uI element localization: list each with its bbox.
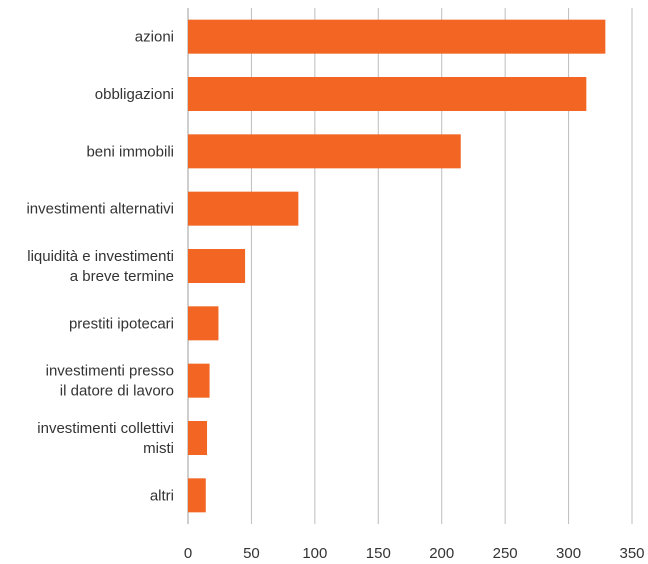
category-label-line: obbligazioni (95, 86, 174, 103)
category-label: liquidità e investimenti a breve termine (27, 248, 174, 285)
category-label: prestiti ipotecari (69, 315, 174, 332)
category-label: azioni (135, 29, 174, 46)
category-label-line: altri (150, 487, 174, 504)
bar (188, 421, 208, 455)
category-label: investimenti presso il datore di lavoro (46, 363, 174, 400)
bar (188, 478, 206, 513)
x-tick-label: 100 (302, 545, 327, 562)
category-label: altri (150, 487, 174, 504)
x-axis-ticks: 0 50 100 150 200 250 300 350 (184, 545, 645, 562)
x-tick-label: 0 (184, 545, 192, 562)
x-tick-label: 200 (429, 545, 454, 562)
category-label-line: prestiti ipotecari (69, 315, 174, 332)
category-labels: azioni obbligazioni beni immobili investime… (26, 29, 174, 505)
bar (188, 77, 587, 111)
category-label-line: investimenti alternativi (26, 201, 174, 218)
bar (188, 249, 246, 283)
bar (188, 363, 210, 398)
bar (188, 306, 219, 341)
x-tick-label: 250 (493, 545, 518, 562)
category-label-line: investimenti collettivi (37, 420, 174, 437)
x-tick-label: 350 (619, 545, 644, 562)
category-label-line: investimenti presso (46, 363, 174, 380)
category-label-line: il datore di lavoro (60, 383, 174, 400)
category-label: investimenti alternativi (26, 201, 174, 218)
x-tick-label: 150 (366, 545, 391, 562)
category-label-line: azioni (135, 29, 174, 46)
category-label-line: misti (143, 440, 174, 457)
bar (188, 19, 606, 54)
x-tick-label: 50 (243, 545, 260, 562)
x-tick-label: 300 (556, 545, 581, 562)
category-label-line: a breve termine (70, 268, 174, 285)
category-label: obbligazioni (95, 86, 174, 103)
bar (188, 191, 299, 226)
category-label: beni immobili (86, 143, 174, 160)
category-label-line: beni immobili (86, 143, 174, 160)
bar (188, 134, 461, 169)
category-label-line: liquidità e investimenti (27, 248, 174, 265)
bars (188, 19, 606, 513)
category-label: investimenti collettivi misti (37, 420, 174, 457)
